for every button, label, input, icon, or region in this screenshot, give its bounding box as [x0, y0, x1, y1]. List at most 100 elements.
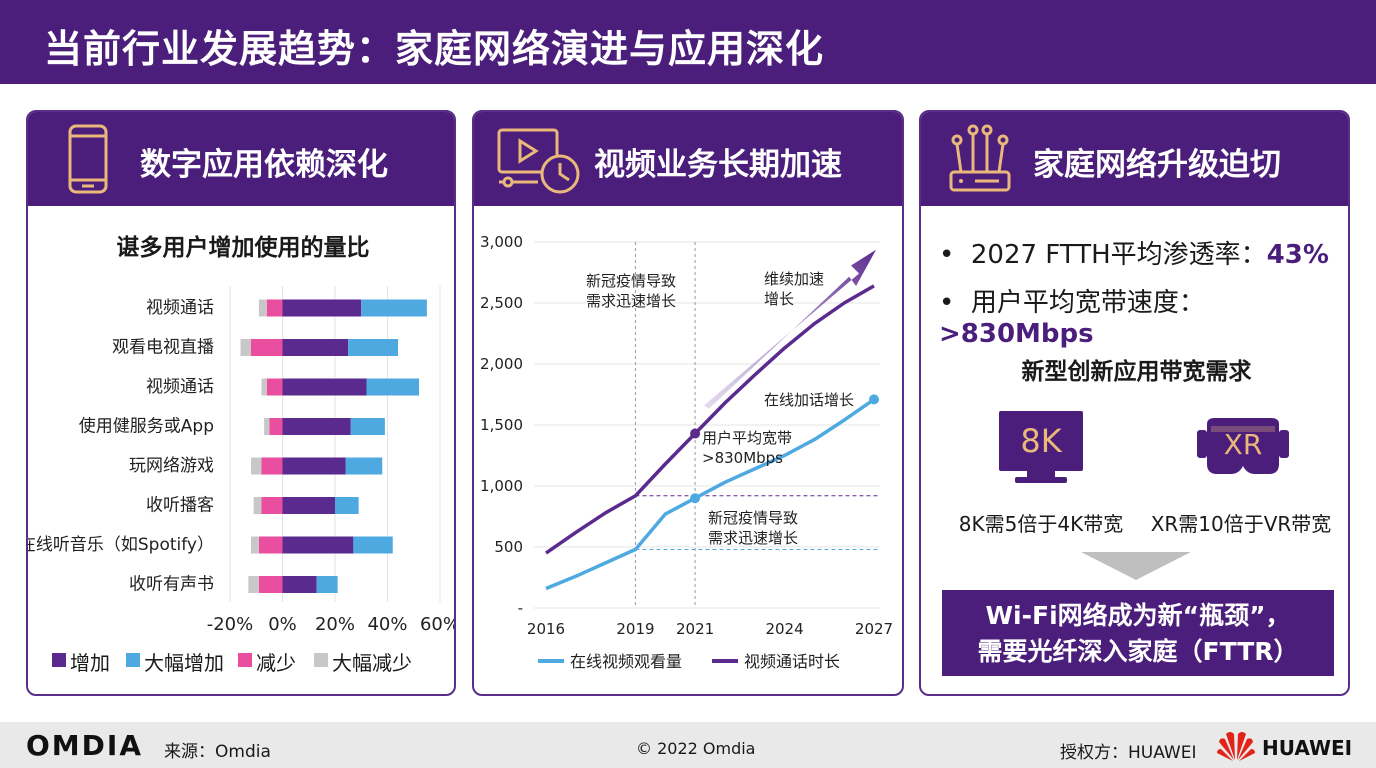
annotation-avg-bandwidth: 用户平均宽带: [702, 429, 792, 447]
copyright-text: © 2022 Omdia: [636, 739, 756, 758]
bullet-value: 43%: [1266, 240, 1329, 270]
legend-decrease: 减少: [256, 651, 296, 675]
section-subhead: 新型创新应用带宽需求: [1021, 359, 1252, 385]
xr-headset-icon: [1197, 418, 1289, 474]
router-icon: [949, 124, 1011, 192]
legend-swatch-decrease: [238, 653, 252, 667]
bar-big-increase: [361, 299, 427, 317]
panel-title: 视频业务长期加速: [594, 147, 842, 183]
category-label: 玩网络游戏: [129, 456, 214, 476]
panel-digital-apps: 数字应用依赖深化 谌多用户增加使用的量比 -20% 0% 20% 40% 60% 视频通话…: [26, 110, 456, 696]
bar-big-decrease: [240, 339, 251, 356]
category-label: 观看电视直播: [112, 338, 214, 358]
y-tick-label: 500: [494, 538, 523, 556]
8k-caption: 8K需5倍于4K带宽: [958, 512, 1124, 536]
omdia-logo: OMDIA: [26, 729, 143, 762]
bar-big-decrease: [248, 576, 259, 593]
annotation-avg-bandwidth: >830Mbps: [702, 449, 783, 467]
bullet-ftth: • 2027 FTTH平均渗透率：43%: [939, 240, 1329, 270]
y-tick-label: -: [518, 599, 523, 617]
page-title: 当前行业发展趋势：家庭网络演进与应用深化: [44, 27, 825, 71]
fttr-callout: Wi-Fi网络成为新“瓶颈”， 需要光纤深入家庭（FTTR）: [942, 590, 1334, 676]
bar-big-increase: [335, 497, 359, 514]
bar-big-increase: [348, 339, 398, 356]
x-tick-label: 20%: [315, 614, 355, 635]
bar-big-decrease: [251, 536, 259, 554]
legend-swatch-big-increase: [126, 653, 140, 667]
bar-decrease: [251, 339, 283, 356]
bar-increase: [282, 378, 367, 396]
legend-label-video-call: 视频通话时长: [744, 652, 840, 671]
smartphone-icon: [68, 124, 108, 194]
panel-header: 家庭网络升级迫切: [921, 112, 1348, 206]
authorized-text: 授权方：HUAWEI: [1060, 743, 1197, 763]
bar-decrease: [261, 497, 283, 514]
panel-header: 数字应用依赖深化: [28, 112, 454, 206]
annotation-covid-top: 需求迅速增长: [586, 292, 676, 310]
annotation-online-call: 在线加话增长: [764, 391, 854, 409]
legend-increase: 增加: [70, 651, 110, 675]
legend-swatch-increase: [52, 653, 66, 667]
annotation-covid-bottom: 新冠疫情导致: [708, 509, 798, 527]
bar-increase: [282, 497, 335, 514]
bar-decrease: [261, 457, 283, 475]
8k-tv-icon: [999, 411, 1083, 483]
bar-big-increase: [353, 536, 393, 554]
x-tick-label: 2019: [616, 620, 654, 638]
data-point-marker: [690, 428, 701, 439]
bar-decrease: [269, 418, 283, 435]
bar-decrease: [258, 576, 283, 593]
category-label: 使用健服务或App: [79, 416, 214, 437]
line-chart: 3,000 2,500 2,000 1,500 1,000 500 -2016 2019 202…: [480, 233, 893, 671]
legend-big-increase: 大幅增加: [144, 651, 224, 675]
bullet-label: 2027 FTTH平均渗透率：: [970, 240, 1267, 270]
trend-arrow: [704, 249, 876, 409]
callout-line-1: Wi-Fi网络成为新“瓶颈”，: [985, 601, 1291, 630]
x-tick-label: 2024: [765, 620, 803, 638]
y-tick-label: 1,000: [480, 477, 523, 495]
bar-increase: [282, 299, 362, 317]
x-tick-label: 40%: [367, 614, 407, 635]
annotation-covid-top: 新冠疫情导致: [586, 272, 676, 290]
legend-swatch-big-decrease: [314, 653, 328, 667]
panel-home-network: 家庭网络升级迫切 • 2027 FTTH平均渗透率：43% • 用户平均宽带速度…: [919, 110, 1350, 696]
bar-decrease: [266, 378, 283, 396]
bullet-value: >830Mbps: [939, 319, 1094, 349]
panel-title: 家庭网络升级迫切: [1033, 147, 1281, 183]
bar-decrease: [258, 536, 283, 554]
legend-label-online-video: 在线视频观看量: [570, 652, 682, 671]
title-bar: 当前行业发展趋势：家庭网络演进与应用深化: [0, 0, 1376, 84]
bar-big-decrease: [261, 378, 267, 396]
data-point-marker: [690, 493, 701, 504]
panel-header: 视频业务长期加速: [474, 112, 902, 206]
down-arrow-icon: [1081, 552, 1191, 580]
y-tick-label: 3,000: [480, 233, 523, 251]
y-tick-label: 1,500: [480, 416, 523, 434]
x-tick-label: -20%: [207, 614, 254, 635]
8k-badge: 8K: [1020, 422, 1062, 460]
bar-big-increase: [350, 418, 385, 435]
huawei-wordmark: HUAWEI: [1262, 736, 1353, 760]
panel-video-services: 视频业务长期加速 3,000 2,500 2,000 1,500 1,000 500-20…: [472, 110, 904, 696]
bar-decrease: [266, 299, 283, 317]
data-point-marker: [869, 394, 879, 405]
legend-big-decrease: 大幅减少: [332, 651, 412, 675]
category-label: 收听播客: [146, 496, 214, 516]
x-tick-label: 2016: [527, 620, 565, 638]
annotation-continue-growth: 维续加速: [764, 270, 824, 288]
bullet-speed: • 用户平均宽带速度：>830Mbps: [939, 288, 1205, 349]
bar-big-increase: [316, 576, 338, 593]
bar-big-decrease: [258, 299, 267, 317]
bar-big-decrease: [253, 497, 262, 514]
callout-line-2: 需要光纤深入家庭（FTTR）: [977, 637, 1299, 666]
bar-big-decrease: [251, 457, 262, 475]
annotation-covid-bottom: 需求迅速增长: [708, 529, 798, 547]
video-clock-icon: [497, 128, 580, 194]
x-tick-label: 2027: [855, 620, 893, 638]
series-line-online-video: [545, 397, 875, 591]
y-tick-label: 2,000: [480, 355, 523, 373]
huawei-logo-icon: [1217, 732, 1255, 761]
bullet-label: 用户平均宽带速度：: [970, 288, 1205, 318]
footer: OMDIA 来源：Omdia © 2022 Omdia 授权方：HUAWEI H…: [0, 722, 1376, 768]
bar-increase: [282, 457, 346, 475]
